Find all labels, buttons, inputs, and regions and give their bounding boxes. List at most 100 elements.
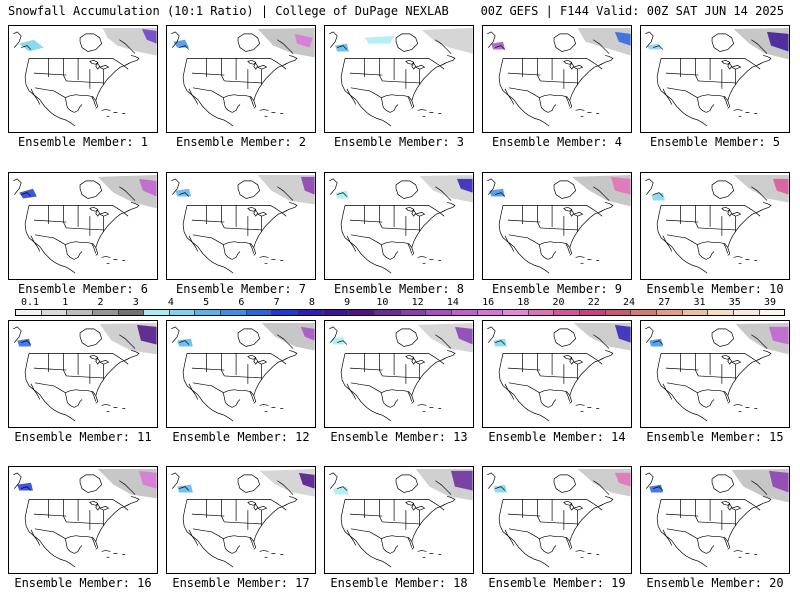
- north-america-map: [645, 174, 789, 274]
- map-boundary: [30, 383, 41, 400]
- map-boundary: [249, 96, 255, 107]
- ensemble-member-map[interactable]: [324, 320, 474, 428]
- ensemble-member-map[interactable]: [640, 320, 790, 428]
- map-boundary: [345, 353, 445, 365]
- map-boundary: [212, 556, 234, 568]
- colorbar-tick-label: 12: [411, 297, 424, 308]
- ensemble-member-map[interactable]: [8, 466, 158, 574]
- map-boundary: [495, 192, 506, 197]
- map-boundary: [411, 503, 446, 542]
- colorbar-swatch: [657, 310, 683, 315]
- map-boundary: [91, 391, 97, 402]
- ensemble-member-map[interactable]: [8, 320, 158, 428]
- map-boundary: [751, 186, 768, 201]
- map-boundary: [498, 58, 529, 116]
- map-boundary: [599, 350, 614, 361]
- map-boundary: [503, 58, 603, 70]
- map-boundary: [95, 357, 130, 396]
- ensemble-member-map[interactable]: [482, 466, 632, 574]
- map-boundary: [680, 353, 736, 384]
- map-boundary: [727, 209, 762, 248]
- ensemble-member-map[interactable]: [640, 466, 790, 574]
- snowfall-shading: [175, 188, 191, 197]
- ensemble-member-label: Ensemble Member: 17: [172, 576, 310, 590]
- ensemble-member-map[interactable]: [166, 320, 316, 428]
- map-boundary: [723, 243, 729, 254]
- map-boundary: [237, 180, 261, 199]
- ensemble-member-map[interactable]: [166, 25, 316, 133]
- ensemble-member-map[interactable]: [166, 172, 316, 280]
- map-boundary: [48, 353, 104, 384]
- ensemble-member-label: Ensemble Member: 12: [172, 430, 310, 444]
- map-boundary: [54, 262, 76, 274]
- map-boundary: [411, 209, 446, 248]
- map-boundary: [337, 45, 348, 50]
- map-boundary: [653, 192, 664, 197]
- ensemble-member-map[interactable]: [166, 466, 316, 574]
- ensemble-member-label: Ensemble Member: 18: [330, 576, 468, 590]
- map-boundary: [64, 97, 83, 113]
- map-boundary: [247, 59, 257, 65]
- colorbar-swatch: [246, 310, 273, 315]
- ensemble-member-map[interactable]: [324, 466, 474, 574]
- map-boundary: [65, 535, 99, 550]
- model-run-info: 00Z GEFS | F144 Valid: 00Z SAT JUN 14 20…: [480, 4, 784, 18]
- ensemble-member-map[interactable]: [482, 172, 632, 280]
- snowfall-shading: [768, 326, 789, 345]
- map-boundary: [507, 513, 578, 525]
- map-boundary: [503, 205, 603, 217]
- north-america-map: [487, 468, 631, 568]
- map-boundary: [407, 96, 413, 107]
- snowfall-shading: [17, 482, 33, 491]
- ensemble-member-map[interactable]: [324, 172, 474, 280]
- map-boundary: [662, 88, 673, 105]
- map-boundary: [187, 353, 287, 365]
- map-boundary: [435, 186, 452, 201]
- map-boundary: [30, 529, 41, 546]
- colorbar-swatch: [374, 310, 401, 315]
- ensemble-member-map[interactable]: [8, 172, 158, 280]
- north-america-map: [329, 322, 473, 422]
- ensemble-member-map[interactable]: [482, 25, 632, 133]
- map-boundary: [414, 64, 426, 70]
- snowfall-shading: [335, 190, 349, 199]
- ensemble-member-label: Ensemble Member: 13: [330, 430, 468, 444]
- snowfall-shading: [491, 41, 505, 50]
- snowfall-shading: [138, 178, 157, 197]
- map-boundary: [101, 256, 126, 261]
- colorbar-tick-label: 27: [658, 297, 671, 308]
- ensemble-member-label: Ensemble Member: 16: [14, 576, 152, 590]
- map-boundary: [757, 496, 772, 507]
- north-america-map: [645, 468, 789, 568]
- map-boundary: [686, 410, 708, 422]
- colorbar-tick-label: 18: [517, 297, 530, 308]
- map-boundary: [364, 58, 420, 89]
- map-boundary: [346, 383, 357, 400]
- colorbar-swatch: [118, 310, 145, 315]
- map-boundary: [21, 192, 32, 197]
- map-boundary: [65, 94, 99, 109]
- map-boundary: [504, 235, 515, 252]
- ensemble-member-label: Ensemble Member: 10: [646, 282, 784, 296]
- ensemble-member-map[interactable]: [8, 25, 158, 133]
- map-boundary: [253, 62, 288, 101]
- ensemble-member-label: Ensemble Member: 9: [491, 282, 623, 296]
- snowfall-shading: [141, 28, 157, 44]
- map-boundary: [171, 326, 180, 343]
- map-boundary: [191, 367, 262, 379]
- ensemble-member-label: Ensemble Member: 1: [17, 135, 149, 149]
- map-boundary: [346, 235, 357, 252]
- colorbar-swatch: [631, 310, 658, 315]
- map-boundary: [340, 353, 371, 411]
- ensemble-member-map[interactable]: [640, 25, 790, 133]
- map-boundary: [575, 404, 600, 409]
- map-boundary: [101, 550, 126, 555]
- map-boundary: [593, 334, 610, 349]
- ensemble-member-map[interactable]: [482, 320, 632, 428]
- ensemble-member-map[interactable]: [640, 172, 790, 280]
- map-boundary: [247, 206, 257, 212]
- map-boundary: [91, 96, 97, 107]
- map-boundary: [441, 350, 456, 361]
- map-boundary: [119, 480, 136, 495]
- ensemble-member-map[interactable]: [324, 25, 474, 133]
